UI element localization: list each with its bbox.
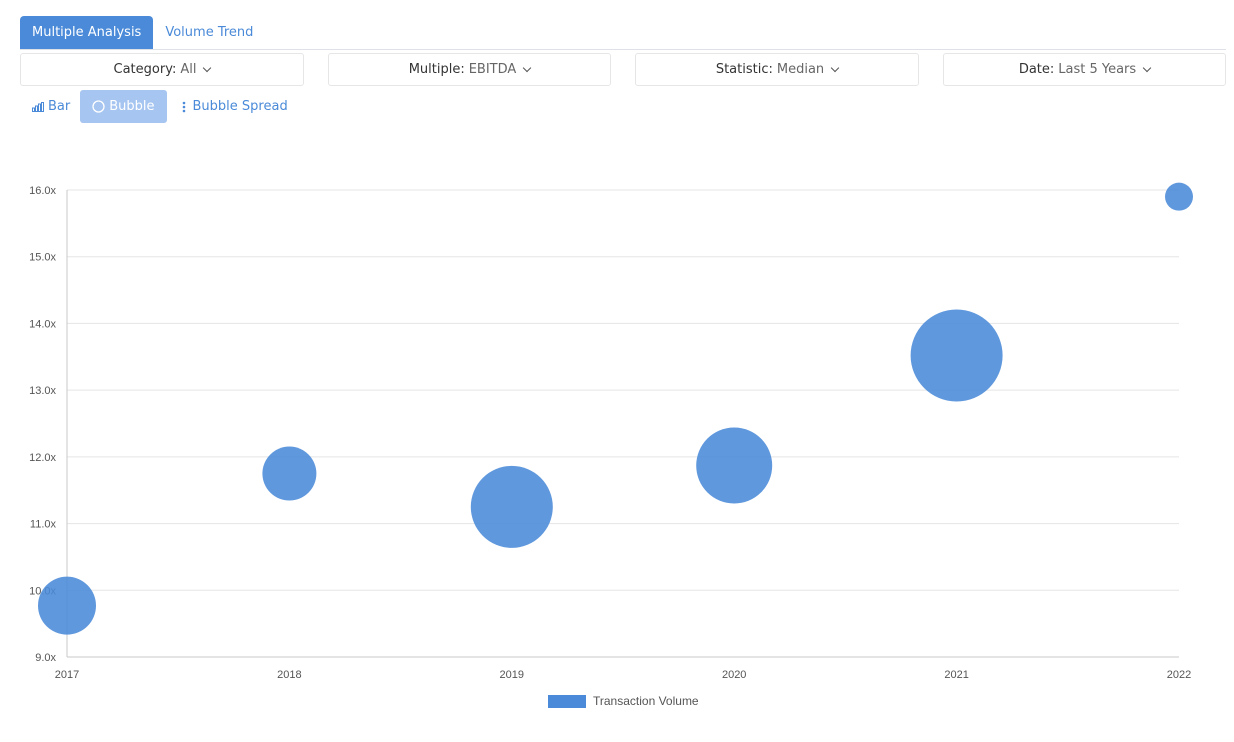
statistic-label: Statistic: [715, 62, 773, 77]
date-label: Date: [1018, 62, 1055, 77]
y-tick-label: 12.0x [29, 452, 56, 464]
x-tick-label: 2020 [722, 669, 746, 681]
bubble-point[interactable] [1165, 182, 1193, 211]
bar-chart-icon [32, 101, 44, 112]
bubble-point[interactable] [262, 446, 317, 501]
x-tick-label: 2021 [944, 669, 968, 681]
statistic-value: Median [776, 62, 825, 77]
x-tick-label: 2017 [55, 669, 79, 681]
y-tick-label: 9.0x [35, 652, 56, 664]
tab-volume-trend[interactable]: Volume Trend [165, 25, 254, 40]
bubble-point[interactable] [910, 309, 1003, 402]
bubble-spread-view-button[interactable]: Bubble Spread [175, 90, 298, 123]
bubble-point[interactable] [696, 427, 773, 504]
multiple-label: Multiple: [408, 62, 465, 77]
chart-view-toggle: Bar Bubble Bubble Spread [28, 90, 298, 123]
statistic-dropdown[interactable]: Statistic: Median [635, 53, 919, 86]
bar-view-button[interactable]: Bar [28, 90, 80, 123]
y-tick-label: 11.0x [30, 519, 57, 531]
bubble-spread-view-label: Bubble Spread [192, 99, 288, 114]
bubble-view-button[interactable]: Bubble [80, 90, 167, 123]
y-tick-label: 14.0x [29, 318, 56, 330]
y-tick-label: 15.0x [29, 252, 56, 264]
x-tick-label: 2018 [277, 669, 301, 681]
tab-bar: Multiple Analysis Volume Trend [20, 16, 1226, 50]
category-value: All [180, 62, 197, 77]
tab-multiple-analysis[interactable]: Multiple Analysis [20, 16, 154, 49]
bar-view-label: Bar [48, 99, 71, 114]
x-tick-label: 2019 [500, 669, 524, 681]
category-label: Category: [113, 62, 177, 77]
y-tick-label: 13.0x [29, 385, 56, 397]
bubble-point[interactable] [470, 465, 553, 548]
date-value: Last 5 Years [1058, 62, 1137, 77]
legend-label: Transaction Volume [593, 694, 699, 708]
legend-swatch [548, 695, 586, 708]
circle-icon [92, 100, 105, 113]
filter-bar: Category: All Multiple: EBITDA Statistic… [20, 53, 1226, 86]
y-tick-label: 16.0x [29, 185, 56, 197]
multiple-dropdown[interactable]: Multiple: EBITDA [328, 53, 611, 86]
x-tick-label: 2022 [1167, 669, 1191, 681]
bubble-point[interactable] [38, 576, 96, 635]
category-dropdown[interactable]: Category: All [20, 53, 304, 86]
multiple-value: EBITDA [468, 62, 517, 77]
bubble-view-label: Bubble [109, 99, 155, 114]
vertical-dots-icon [182, 101, 185, 112]
date-dropdown[interactable]: Date: Last 5 Years [943, 53, 1226, 86]
